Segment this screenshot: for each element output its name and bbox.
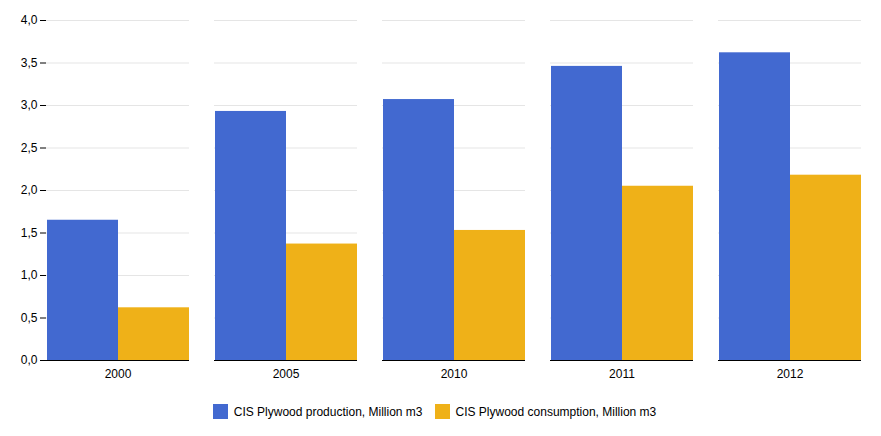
svg-text:1,0: 1,0 bbox=[21, 268, 38, 282]
svg-text:3,0: 3,0 bbox=[21, 98, 38, 112]
svg-text:2012: 2012 bbox=[777, 367, 804, 381]
svg-text:2011: 2011 bbox=[609, 367, 635, 381]
svg-text:2,0: 2,0 bbox=[21, 183, 38, 197]
svg-text:1,5: 1,5 bbox=[21, 226, 38, 240]
svg-text:2010: 2010 bbox=[441, 367, 468, 381]
html-text:CIS Plywood consumption, Milli: CIS Plywood consumption, Million m3 bbox=[455, 404, 657, 419]
html-text:CIS Plywood production, Millio: CIS Plywood production, Million m3 bbox=[233, 404, 423, 419]
svg-text:3,5: 3,5 bbox=[21, 56, 38, 70]
svg-text:0,5: 0,5 bbox=[21, 311, 38, 325]
svg-text:2,5: 2,5 bbox=[21, 141, 38, 155]
svg-text:0,0: 0,0 bbox=[21, 353, 38, 367]
svg-text:2000: 2000 bbox=[105, 367, 132, 381]
svg-text:4,0: 4,0 bbox=[21, 13, 38, 27]
svg-text:2005: 2005 bbox=[273, 367, 300, 381]
